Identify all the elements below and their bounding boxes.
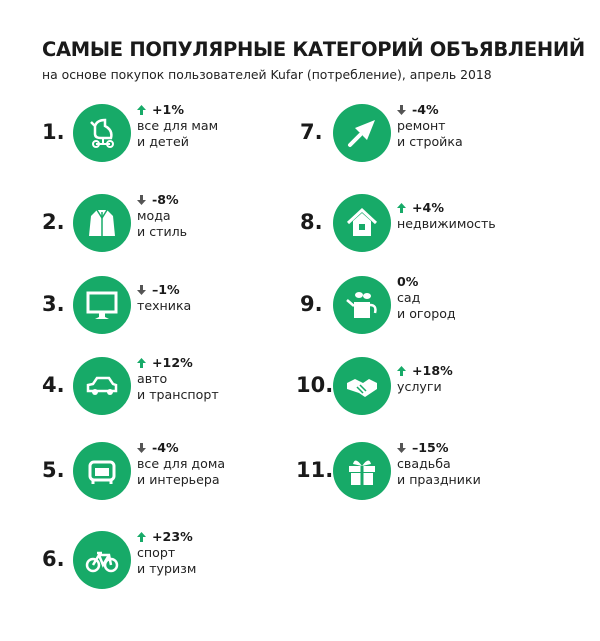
arrow-down-icon	[137, 285, 146, 295]
rank-number: 5.	[42, 458, 65, 482]
category-label-line2: и стройка	[397, 134, 463, 149]
rank-number: 9.	[300, 292, 323, 316]
rank-number: 4.	[42, 373, 65, 397]
arrow-up-icon	[137, 358, 146, 368]
category-icon-circle	[333, 442, 391, 500]
change-indicator: +18%	[397, 363, 453, 379]
page-subtitle: на основе покупок пользователей Kufar (п…	[42, 67, 492, 82]
change-value: +18%	[412, 363, 453, 378]
handshake-icon	[347, 379, 377, 397]
change-indicator: +12%	[137, 355, 219, 371]
change-value: +1%	[152, 102, 184, 117]
category-label-line2: и транспорт	[137, 387, 219, 402]
change-indicator: -4%	[397, 102, 463, 118]
category-label-line1: техника	[137, 298, 192, 313]
trowel-icon	[348, 120, 375, 147]
change-value: –15%	[412, 440, 449, 455]
arrow-down-icon	[397, 443, 406, 453]
category-item: 7. -4% ремонт и стройка	[296, 100, 556, 164]
change-indicator: +23%	[137, 529, 196, 545]
category-label-line1: все для дома	[137, 456, 226, 471]
category-item: 5. -4% все для дома и интерьера	[42, 438, 302, 502]
category-label-line2: и детей	[137, 134, 189, 149]
rank-number: 1.	[42, 120, 65, 144]
bicycle-icon	[85, 551, 119, 573]
change-value: +23%	[152, 529, 193, 544]
arrow-up-icon	[397, 203, 406, 213]
house-icon	[346, 207, 378, 236]
category-icon-circle	[73, 104, 131, 162]
category-item: 3. –1% техника	[42, 272, 302, 336]
change-value: +4%	[412, 200, 444, 215]
category-label-line1: мода	[137, 208, 171, 223]
change-value: 0%	[397, 274, 419, 289]
change-indicator: -4%	[137, 440, 225, 456]
gift-icon	[349, 460, 375, 485]
change-value: -4%	[412, 102, 439, 117]
category-icon-circle	[333, 357, 391, 415]
arrow-up-icon	[137, 105, 146, 115]
change-indicator: +1%	[137, 102, 218, 118]
change-value: +12%	[152, 355, 193, 370]
change-value: –1%	[152, 282, 180, 297]
category-icon-circle	[73, 276, 131, 334]
stroller-icon	[90, 118, 114, 148]
arrow-down-icon	[397, 105, 406, 115]
category-label-line1: недвижимость	[397, 216, 496, 231]
category-icon-circle	[73, 194, 131, 252]
coat-icon	[89, 209, 115, 236]
category-label-line2: и интерьера	[137, 472, 220, 487]
category-item: 4. +12% авто и транспорт	[42, 353, 302, 417]
category-item: 8. +4% недвижимость	[296, 190, 556, 254]
change-value: -8%	[152, 192, 179, 207]
category-item: 10. +18% услуги	[296, 353, 556, 417]
change-value: -4%	[152, 440, 179, 455]
arrow-up-icon	[397, 366, 406, 376]
category-label-line2: и праздники	[397, 472, 481, 487]
change-indicator: 0%	[397, 274, 456, 290]
page-title: САМЫЕ ПОПУЛЯРНЫЕ КАТЕГОРИЙ ОБЪЯВЛЕНИЙ	[42, 38, 585, 61]
category-icon-circle	[73, 442, 131, 500]
category-item: 9. 0% сад и огород	[296, 272, 556, 336]
category-label-line2: и огород	[397, 306, 456, 321]
change-indicator: +4%	[397, 200, 496, 216]
rank-number: 3.	[42, 292, 65, 316]
category-item: 2. -8% мода и стиль	[42, 190, 302, 254]
category-label-line2: и стиль	[137, 224, 188, 239]
category-label-line1: авто	[137, 371, 168, 386]
armchair-icon	[88, 460, 116, 484]
category-icon-circle	[333, 104, 391, 162]
category-icon-circle	[333, 276, 391, 334]
arrow-down-icon	[137, 195, 146, 205]
category-icon-circle	[73, 357, 131, 415]
rank-number: 8.	[300, 210, 323, 234]
change-indicator: –15%	[397, 440, 481, 456]
monitor-icon	[86, 291, 118, 319]
rank-number: 11.	[296, 458, 334, 482]
category-icon-circle	[333, 194, 391, 252]
rank-number: 6.	[42, 547, 65, 571]
category-label-line1: свадьба	[397, 456, 451, 471]
watering-can-icon	[346, 292, 377, 318]
arrow-up-icon	[137, 532, 146, 542]
category-label-line2: и туризм	[137, 561, 197, 576]
rank-number: 10.	[296, 373, 334, 397]
category-label-line1: услуги	[397, 379, 442, 394]
change-indicator: –1%	[137, 282, 191, 298]
category-item: 1. +1% все для мам и детей	[42, 100, 302, 164]
category-label-line1: спорт	[137, 545, 176, 560]
change-indicator: -8%	[137, 192, 187, 208]
category-item: 11. –15% свадьба и праздники	[296, 438, 556, 502]
car-icon	[86, 376, 118, 395]
category-icon-circle	[73, 531, 131, 589]
arrow-down-icon	[137, 443, 146, 453]
rank-number: 2.	[42, 210, 65, 234]
category-label-line1: все для мам	[137, 118, 219, 133]
rank-number: 7.	[300, 120, 323, 144]
category-label-line1: сад	[397, 290, 421, 305]
category-label-line1: ремонт	[397, 118, 446, 133]
category-item: 6. +23% спорт и туризм	[42, 527, 302, 591]
